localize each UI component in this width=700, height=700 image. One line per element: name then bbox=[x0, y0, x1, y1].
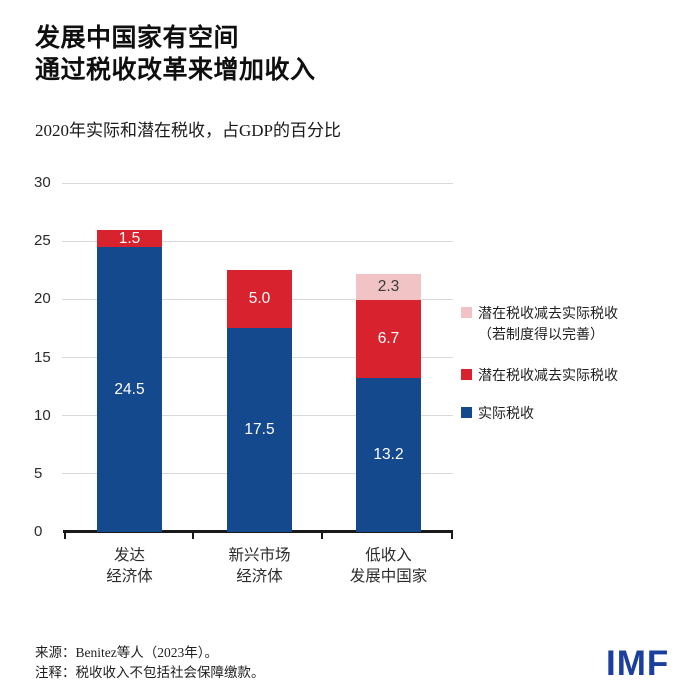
bar-segment-actual-tax: 24.5 bbox=[97, 246, 162, 532]
legend-label-line: （若制度得以完善） bbox=[478, 326, 604, 342]
bar-segment-potential-minus-actual: 1.5 bbox=[97, 229, 162, 247]
bar-segment-potential-minus-actual-improved: 2.3 bbox=[356, 273, 421, 301]
category-label: 新兴市场 经济体 bbox=[180, 545, 340, 587]
legend-swatch-icon bbox=[461, 307, 472, 318]
x-axis-tick bbox=[192, 530, 194, 539]
bar-segment-potential-minus-actual: 6.7 bbox=[356, 300, 421, 379]
bar-value-label: 24.5 bbox=[114, 380, 145, 398]
category-label-line: 经济体 bbox=[106, 568, 153, 585]
legend-label: 潜在税收减去实际税收 bbox=[478, 365, 618, 386]
legend-swatch-icon bbox=[461, 407, 472, 418]
bar-value-label: 5.0 bbox=[248, 290, 271, 308]
bar-value-label: 2.3 bbox=[377, 277, 400, 295]
bar-value-label: 17.5 bbox=[244, 421, 275, 439]
legend-item-actual-tax: 实际税收 bbox=[461, 403, 534, 424]
legend-label-line: 潜在税收减去实际税收 bbox=[478, 367, 618, 383]
y-axis-tick-label: 25 bbox=[34, 232, 51, 250]
legend-label: 潜在税收减去实际税收 （若制度得以完善） bbox=[478, 303, 618, 345]
imf-logo: IMF bbox=[606, 644, 670, 683]
chart-subtitle: 2020年实际和潜在税收，占GDP的百分比 bbox=[35, 121, 342, 140]
y-axis-tick-label: 15 bbox=[34, 348, 51, 366]
category-label-line: 发展中国家 bbox=[349, 568, 428, 585]
bar-value-label: 6.7 bbox=[377, 330, 400, 348]
y-axis-tick-label: 20 bbox=[34, 290, 51, 308]
bar-value-label: 1.5 bbox=[118, 229, 141, 247]
legend-label-line: 潜在税收减去实际税收 bbox=[478, 305, 618, 321]
bar-segment-actual-tax: 13.2 bbox=[356, 378, 421, 532]
source-note: 来源：Benitez等人（2023年）。 bbox=[35, 645, 218, 660]
category-label-line: 低收入 bbox=[365, 547, 412, 564]
x-axis-tick bbox=[64, 530, 66, 539]
y-axis-tick-label: 5 bbox=[34, 464, 43, 482]
category-label: 发达 经济体 bbox=[50, 545, 210, 587]
category-label-line: 新兴市场 bbox=[228, 547, 291, 564]
legend-swatch-icon bbox=[461, 369, 472, 380]
y-axis-tick-label: 10 bbox=[34, 406, 51, 424]
page-title-line2: 通过税收改革来增加收入 bbox=[35, 56, 316, 84]
gridline bbox=[62, 240, 453, 242]
bar-value-label: 13.2 bbox=[373, 446, 404, 464]
legend-label: 实际税收 bbox=[478, 403, 534, 424]
footnote: 注释：税收收入不包括社会保障缴款。 bbox=[35, 665, 265, 680]
y-axis-tick-label: 0 bbox=[34, 523, 43, 540]
category-label: 低收入 发展中国家 bbox=[309, 545, 469, 587]
gridline bbox=[62, 182, 453, 184]
x-axis-tick bbox=[321, 530, 323, 539]
category-label-line: 经济体 bbox=[236, 568, 283, 585]
legend-item-potential-minus-actual: 潜在税收减去实际税收 bbox=[461, 365, 618, 386]
bar-segment-potential-minus-actual: 5.0 bbox=[227, 270, 292, 329]
page-title-line1: 发展中国家有空间 bbox=[35, 24, 240, 52]
y-axis-tick-label: 30 bbox=[34, 174, 51, 191]
legend-item-potential-minus-actual-improved: 潜在税收减去实际税收 （若制度得以完善） bbox=[461, 303, 618, 345]
page-title: 发展中国家有空间 通过税收改革来增加收入 bbox=[35, 22, 316, 86]
x-axis-tick bbox=[451, 530, 453, 539]
legend-label-line: 实际税收 bbox=[478, 405, 534, 421]
bar-segment-actual-tax: 17.5 bbox=[227, 328, 292, 532]
category-label-line: 发达 bbox=[113, 547, 145, 564]
